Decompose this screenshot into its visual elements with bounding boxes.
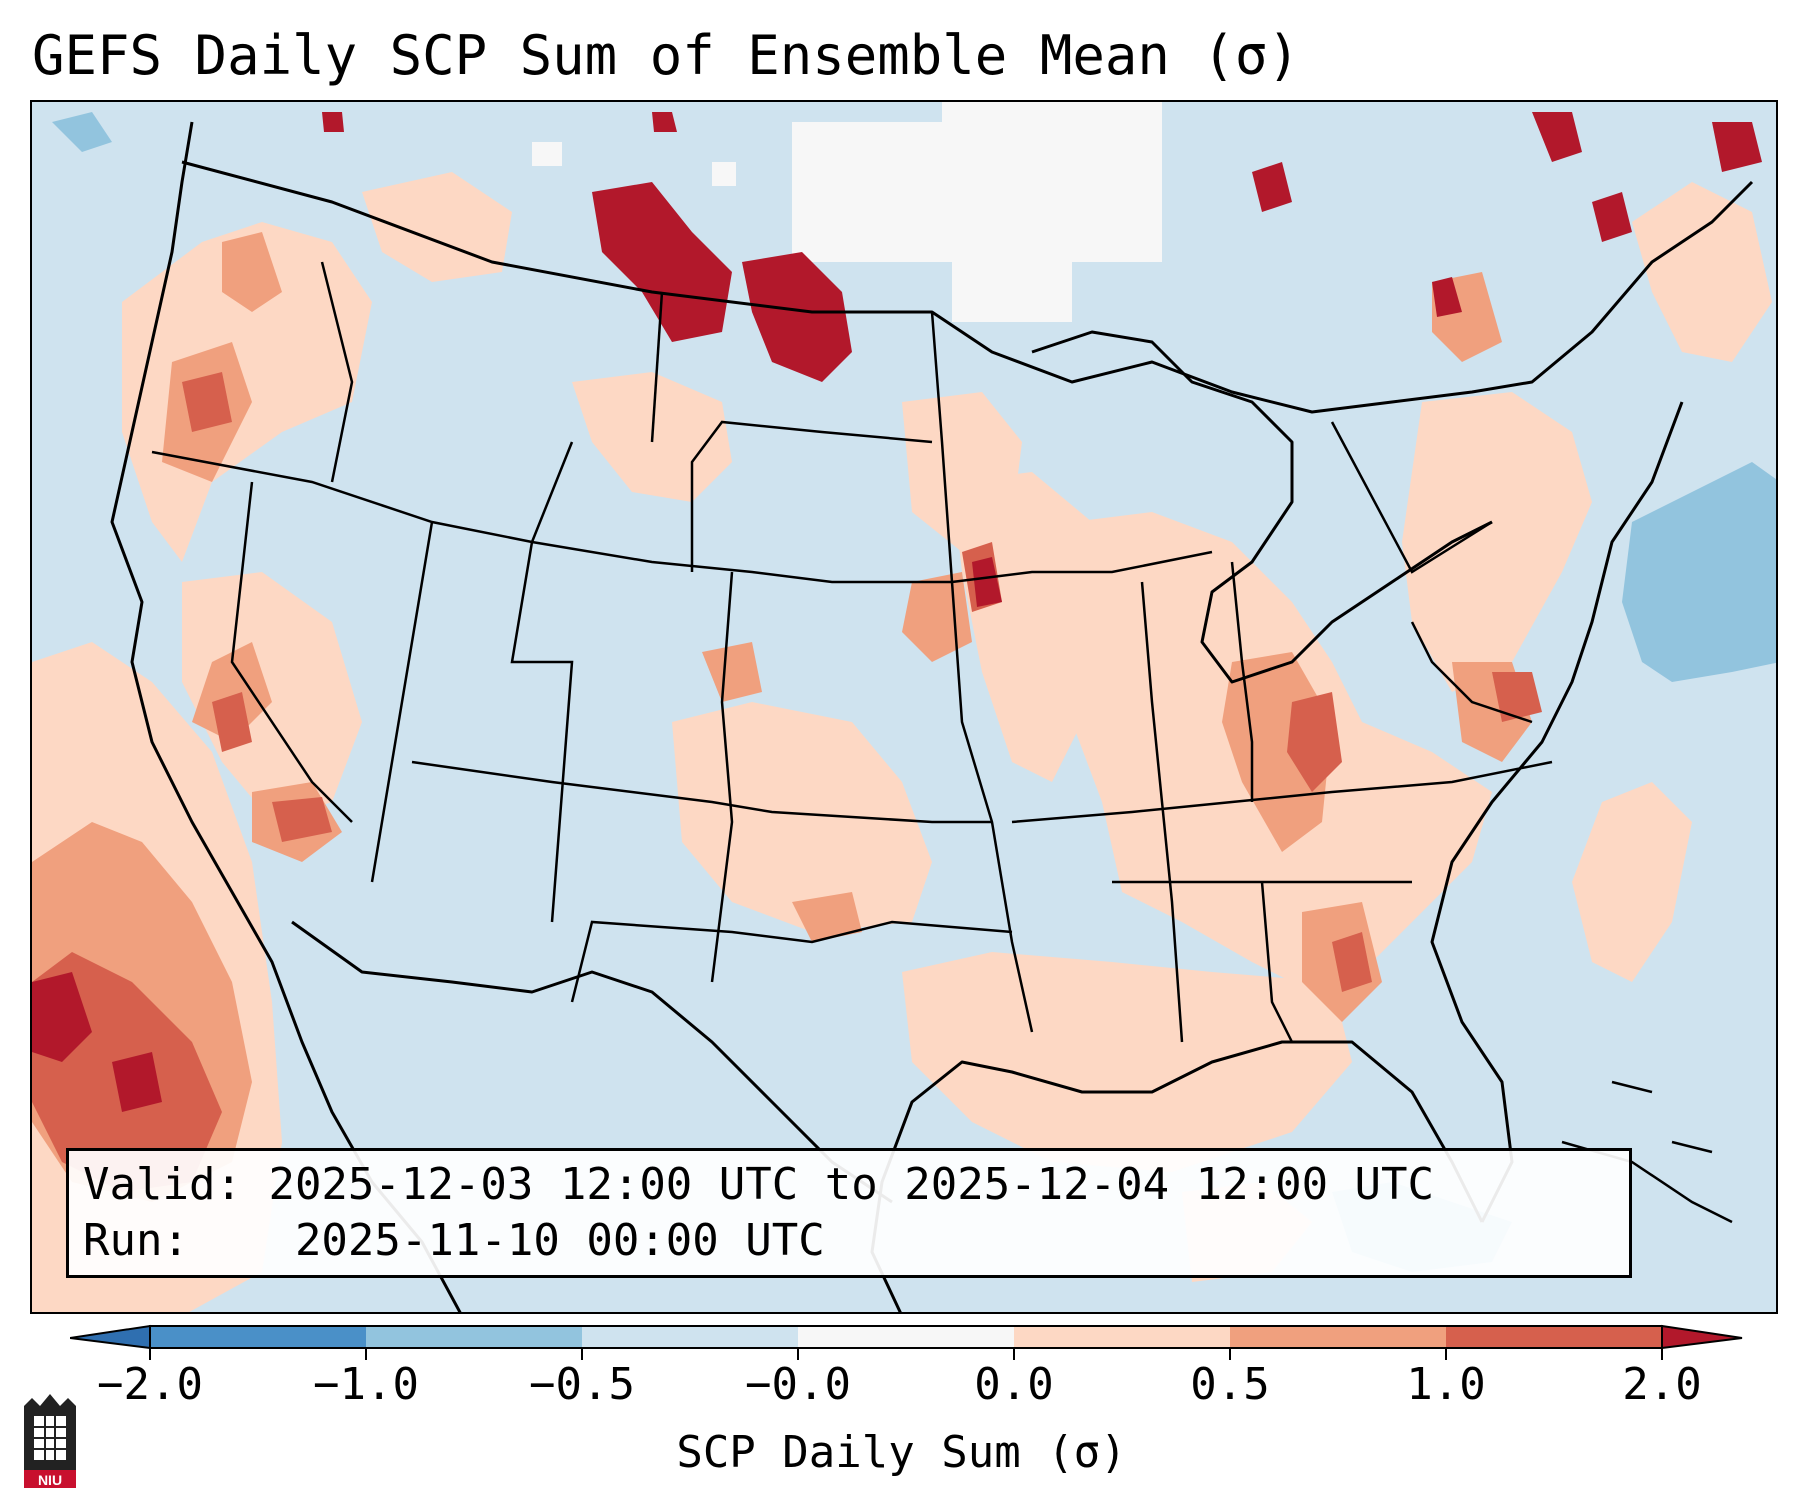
colorbar-tick-marks: [149, 1348, 1663, 1360]
colorbar-tick-label: −2.0: [97, 1359, 203, 1410]
near-zero-region: [532, 102, 1162, 322]
colorbar-seg-n05-0: [582, 1326, 798, 1348]
anomaly-above-2: [32, 112, 1762, 1112]
colorbar-tick-label: −0.0: [745, 1359, 851, 1410]
colorbar-label: SCP Daily Sum (σ): [676, 1427, 1127, 1478]
mexico-border: [291, 920, 893, 1204]
valid-label: Valid:: [83, 1159, 242, 1210]
run-label: Run:: [83, 1215, 189, 1266]
colorbar-outline: [149, 1325, 1663, 1349]
colorbar-seg-05-1: [1230, 1326, 1446, 1348]
colorbar-seg-n2-n1: [150, 1326, 366, 1348]
colorbar-seg-zero: [798, 1326, 1014, 1348]
great-lakes-outline: [1031, 330, 1493, 684]
colorbar-seg-1-2: [1446, 1326, 1662, 1348]
colorbar-seg-0-05: [1014, 1326, 1230, 1348]
canada-border: [181, 160, 1754, 414]
validity-info-box: Valid: 2025-12-03 12:00 UTC to 2025-12-0…: [66, 1148, 1632, 1278]
map-title: GEFS Daily SCP Sum of Ensemble Mean (σ): [32, 24, 1300, 87]
colorbar-seg-n1-n05: [366, 1326, 582, 1348]
svg-text:NIU: NIU: [38, 1472, 62, 1488]
colorbar-tick-label: −1.0: [313, 1359, 419, 1410]
colorbar-extend-low: [70, 1324, 151, 1350]
valid-time-range: 2025-12-03 12:00 UTC to 2025-12-04 12:00…: [268, 1159, 1435, 1210]
niu-tower-logo-icon: NIU: [24, 1394, 76, 1488]
coastline-and-borders: [110, 121, 1754, 1312]
colorbar-tick-label: 0.0: [974, 1359, 1054, 1410]
map-panel: [30, 100, 1778, 1314]
colorbar-tick-label: −0.5: [529, 1359, 635, 1410]
colorbar-tick-label: 1.0: [1406, 1359, 1486, 1410]
state-boundaries: [151, 261, 1553, 1043]
pacific-coastline: [110, 121, 462, 1312]
colorbar-tick-label: 2.0: [1622, 1359, 1702, 1410]
colorbar: [70, 1324, 1743, 1360]
atlantic-coastline: [1430, 401, 1684, 1223]
scp-map: [32, 102, 1776, 1312]
colorbar-tick-label: 0.5: [1190, 1359, 1270, 1410]
colorbar-extend-high: [1661, 1324, 1743, 1350]
run-time: 2025-11-10 00:00 UTC: [294, 1215, 825, 1266]
